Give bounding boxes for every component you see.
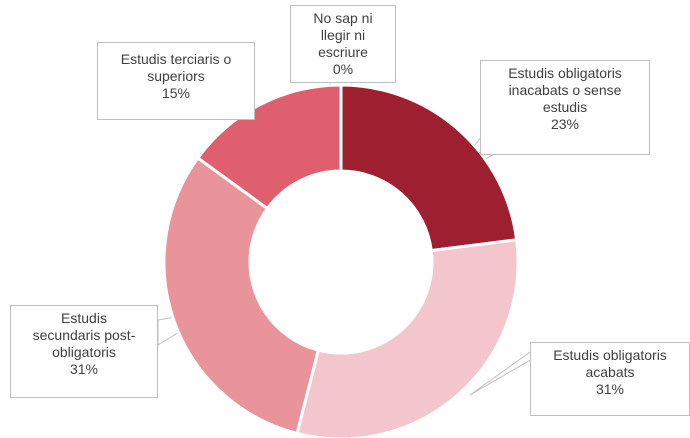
label-value: 0% bbox=[332, 61, 354, 77]
data-label: Estudis obligatoris inacabats o sense es… bbox=[480, 60, 650, 155]
donut-segment bbox=[295, 238, 520, 438]
label-name: Estudis obligatoris inacabats o sense es… bbox=[508, 65, 622, 115]
data-label: Estudis terciaris o superiors 15% bbox=[97, 42, 255, 120]
label-name: Estudis terciaris o superiors bbox=[120, 51, 232, 84]
donut-segment bbox=[195, 83, 343, 211]
donut-segment bbox=[339, 83, 519, 253]
donut-segment bbox=[162, 155, 321, 436]
label-name: No sap ni llegir ni escriure bbox=[313, 10, 373, 60]
label-value: 31% bbox=[595, 381, 625, 397]
label-name: Estudis obligatoris acabats bbox=[553, 347, 667, 380]
data-label: No sap ni llegir ni escriure 0% bbox=[290, 5, 396, 83]
label-value: 23% bbox=[550, 116, 580, 132]
label-name: Estudis secundaris post-obligatoris bbox=[32, 310, 136, 360]
data-label: Estudis obligatoris acabats 31% bbox=[530, 342, 690, 416]
data-label: Estudis secundaris post-obligatoris 31% bbox=[10, 305, 158, 398]
label-value: 15% bbox=[161, 85, 191, 101]
label-value: 31% bbox=[69, 361, 99, 377]
